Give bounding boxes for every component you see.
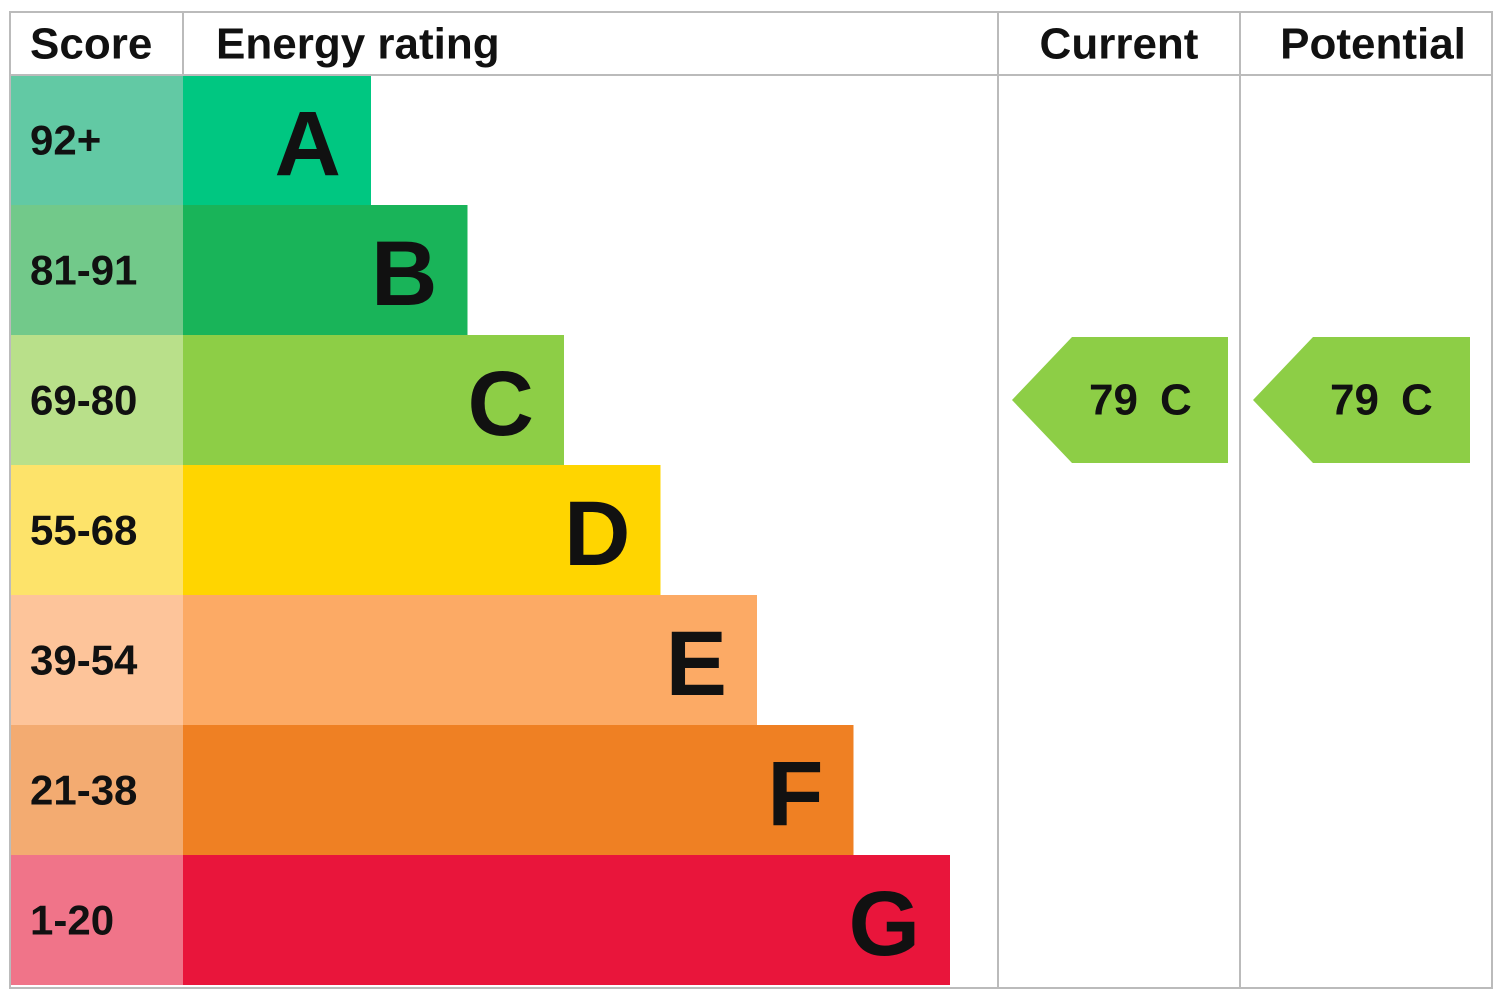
rating-letter: E [666,613,727,715]
header-current: Current [1040,20,1199,69]
rating-letter: C [468,353,534,455]
score-cell [10,75,183,205]
score-cell [10,855,183,985]
current-rating: C [1160,376,1192,425]
rating-bar [183,335,564,465]
rating-bar [183,595,757,725]
header-score: Score [30,20,152,69]
potential-score: 79 [1330,376,1379,425]
header-potential: Potential [1280,20,1466,69]
score-cell [10,595,183,725]
header-energy-rating: Energy rating [216,20,500,69]
score-cell [10,335,183,465]
rating-bar [183,725,854,855]
potential-rating: C [1401,376,1433,425]
score-label: 39-54 [30,637,138,684]
score-label: 55-68 [30,507,137,554]
score-label: 1-20 [30,897,114,944]
score-label: 92+ [30,117,101,164]
potential-arrow [1253,337,1470,463]
score-label: 21-38 [30,767,137,814]
score-label: 69-80 [30,377,137,424]
rating-letter: F [767,743,823,845]
rating-letter: A [275,93,341,195]
current-score: 79 [1089,376,1138,425]
current-arrow [1012,337,1228,463]
score-cell [10,725,183,855]
rating-letter: D [564,483,630,585]
border [9,11,1493,989]
rating-bar [183,855,950,985]
frame [9,11,1493,989]
bands [10,75,950,985]
rating-bar [183,75,371,205]
rating-letter: G [848,873,920,975]
score-label: 81-91 [30,247,137,294]
score-cell [10,205,183,335]
score-cell [10,465,183,595]
rating-letter: B [371,223,437,325]
rating-bar [183,205,468,335]
rating-bar [183,465,661,595]
